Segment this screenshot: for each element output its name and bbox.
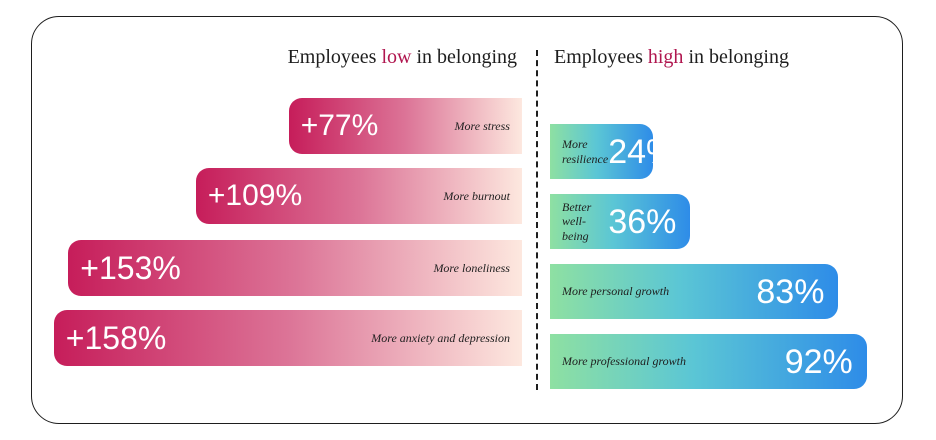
heading-high-prefix: Employees (554, 46, 648, 68)
heading-high-highlight: high (647, 46, 684, 68)
heading-low-suffix: in belonging (411, 46, 517, 68)
bar-label: More personal growth (562, 284, 670, 299)
bar-more-personal-growth: More personal growth 83% (550, 264, 839, 319)
heading-high-suffix: in belonging (683, 46, 789, 68)
bar-value: +109% (207, 179, 303, 212)
heading-low-highlight: low (381, 46, 412, 68)
bar-more-anxiety-depression: +158% More anxiety and depression (53, 310, 522, 366)
bar-value: +153% (80, 250, 181, 286)
bar-value: 24% (608, 132, 677, 171)
bar-label: More stress (454, 118, 510, 133)
bar-label: More loneliness (433, 260, 510, 275)
bar-value: 92% (784, 342, 853, 381)
bar-label: More professional growth (562, 354, 687, 369)
bar-more-burnout: +109% More burnout (195, 168, 522, 224)
bar-value: 83% (756, 272, 825, 311)
bar-label: More burnout (443, 188, 510, 203)
bar-more-loneliness: +153% More loneliness (68, 240, 522, 296)
bar-value: +77% (300, 109, 379, 142)
bar-label: More anxiety and depression (371, 330, 510, 345)
bar-value: +158% (65, 320, 167, 356)
bar-label: Better well-being (562, 199, 592, 243)
bar-label: More resilience (562, 137, 609, 166)
heading-high-belonging: Employees high in belonging (554, 46, 789, 69)
heading-low-belonging: Employees low in belonging (288, 46, 517, 69)
bar-more-resilience: More resilience 24% (550, 124, 676, 179)
bar-value: 36% (608, 202, 677, 241)
bar-more-professional-growth: More professional growth 92% (550, 334, 867, 389)
heading-low-prefix: Employees (287, 46, 382, 68)
bar-better-well-being: Better well-being 36% (550, 194, 691, 249)
dashed-divider (536, 50, 538, 390)
bar-more-stress: +77% More stress (288, 98, 522, 154)
